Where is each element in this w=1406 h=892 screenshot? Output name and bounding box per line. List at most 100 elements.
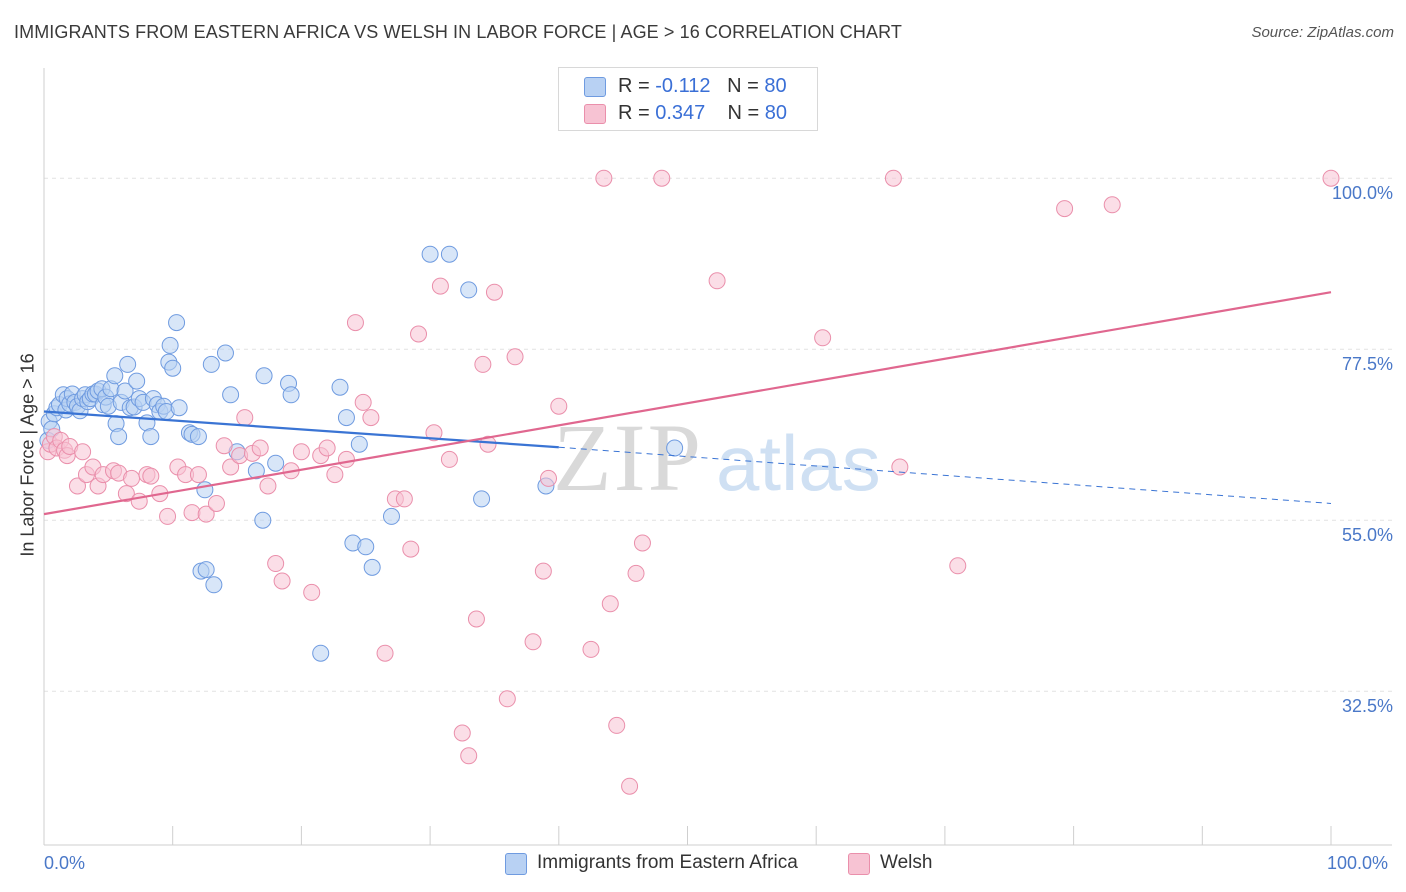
data-point-welsh <box>601 595 619 613</box>
data-point-welsh <box>402 540 420 558</box>
data-point-eastern-africa <box>282 386 300 404</box>
data-point-welsh <box>595 169 613 187</box>
data-point-eastern-africa <box>363 558 381 576</box>
data-point-eastern-africa <box>119 355 137 373</box>
data-point-eastern-africa <box>106 367 124 385</box>
legend-r-value: 0.347 <box>655 102 706 124</box>
data-point-welsh <box>68 477 86 495</box>
data-point-welsh <box>292 443 310 461</box>
data-point-eastern-africa <box>337 409 355 427</box>
trend-line-eastern-africa-extrapolated <box>558 446 1332 504</box>
data-point-welsh <box>354 393 372 411</box>
data-point-eastern-africa <box>168 314 186 332</box>
data-point-eastern-africa <box>142 428 160 446</box>
data-point-welsh <box>259 477 277 495</box>
series-legend: Immigrants from Eastern Africa Welsh <box>0 852 1406 878</box>
data-point-welsh <box>337 450 355 468</box>
data-point-welsh <box>460 747 478 765</box>
watermark: ZIP atlas <box>553 404 881 511</box>
data-point-welsh <box>474 355 492 373</box>
data-point-welsh <box>189 466 207 484</box>
legend-label: Immigrants from Eastern Africa <box>537 852 798 873</box>
data-point-eastern-africa <box>205 576 223 594</box>
data-point-eastern-africa <box>666 439 684 457</box>
data-point-eastern-africa <box>312 644 330 662</box>
data-point-welsh <box>540 469 558 487</box>
legend-n-label: N = <box>727 102 760 124</box>
data-point-welsh <box>524 633 542 651</box>
chart-title: IMMIGRANTS FROM EASTERN AFRICA VS WELSH … <box>14 22 902 42</box>
data-point-welsh <box>303 583 321 601</box>
data-point-welsh <box>485 283 503 301</box>
data-point-eastern-africa <box>331 378 349 396</box>
data-point-welsh <box>431 277 449 295</box>
data-point-eastern-africa <box>116 382 134 400</box>
legend-n-value: 80 <box>764 102 788 124</box>
data-point-welsh <box>123 469 141 487</box>
legend-swatch-pink <box>848 853 870 875</box>
data-point-welsh <box>884 169 902 187</box>
data-point-welsh <box>215 437 233 455</box>
data-point-welsh <box>326 466 344 484</box>
data-point-welsh <box>708 272 726 290</box>
data-point-eastern-africa <box>254 511 272 529</box>
data-point-welsh <box>627 564 645 582</box>
data-point-welsh <box>534 562 552 580</box>
trend-line-eastern-africa <box>43 410 559 449</box>
data-point-welsh <box>273 572 291 590</box>
legend-r-label: R = <box>618 102 650 124</box>
data-point-welsh <box>236 409 254 427</box>
legend-r-label: R = <box>618 75 650 97</box>
data-point-welsh <box>633 534 651 552</box>
chart-source: Source: ZipAtlas.com <box>1251 24 1394 41</box>
data-point-eastern-africa <box>189 428 207 446</box>
data-point-welsh <box>479 435 497 453</box>
legend-swatch-pink <box>584 104 606 124</box>
points-layer <box>39 169 1340 795</box>
y-tick-label: 77.5% <box>1341 354 1393 375</box>
data-point-eastern-africa <box>128 372 146 390</box>
y-tick-label: 32.5% <box>1341 696 1393 717</box>
data-point-eastern-africa <box>473 490 491 508</box>
data-point-eastern-africa <box>247 462 265 480</box>
data-point-eastern-africa <box>202 355 220 373</box>
data-point-eastern-africa <box>357 538 375 556</box>
data-point-eastern-africa <box>267 454 285 472</box>
data-point-welsh <box>362 409 380 427</box>
legend-swatch-blue <box>505 853 527 875</box>
data-point-welsh <box>814 329 832 347</box>
data-point-welsh <box>1103 196 1121 214</box>
data-point-welsh <box>453 724 471 742</box>
data-point-eastern-africa <box>460 281 478 299</box>
data-point-welsh <box>653 169 671 187</box>
data-point-welsh <box>376 644 394 662</box>
data-point-eastern-africa <box>255 367 273 385</box>
data-point-welsh <box>498 690 516 708</box>
watermark-zip: ZIP <box>553 404 703 511</box>
x-tick-label-left: 0.0% <box>44 853 86 873</box>
data-point-welsh <box>346 314 364 332</box>
data-point-welsh <box>467 610 485 628</box>
trend-line-welsh <box>43 291 1332 516</box>
y-tick-label: 55.0% <box>1341 525 1393 546</box>
legend-n-value: 80 <box>764 75 787 97</box>
data-point-welsh <box>159 507 177 525</box>
data-point-eastern-africa <box>440 245 458 263</box>
data-point-welsh <box>582 640 600 658</box>
trend-layer <box>43 291 1332 516</box>
data-point-welsh <box>425 424 443 442</box>
data-point-eastern-africa <box>350 435 368 453</box>
data-point-welsh <box>117 485 135 503</box>
x-tick-label-right: 100.0% <box>1327 853 1389 873</box>
legend-swatch-blue <box>584 77 606 97</box>
stats-legend: R = -0.112 N = 80 R = 0.347 N = 80 <box>558 67 818 131</box>
data-point-welsh <box>197 505 215 523</box>
data-point-eastern-africa <box>216 344 234 362</box>
data-point-eastern-africa <box>161 336 179 354</box>
data-point-welsh <box>251 439 269 457</box>
data-point-welsh <box>1056 200 1074 218</box>
data-point-welsh <box>130 492 148 510</box>
data-point-welsh <box>207 494 225 512</box>
y-tick-label: 100.0% <box>1331 183 1393 204</box>
